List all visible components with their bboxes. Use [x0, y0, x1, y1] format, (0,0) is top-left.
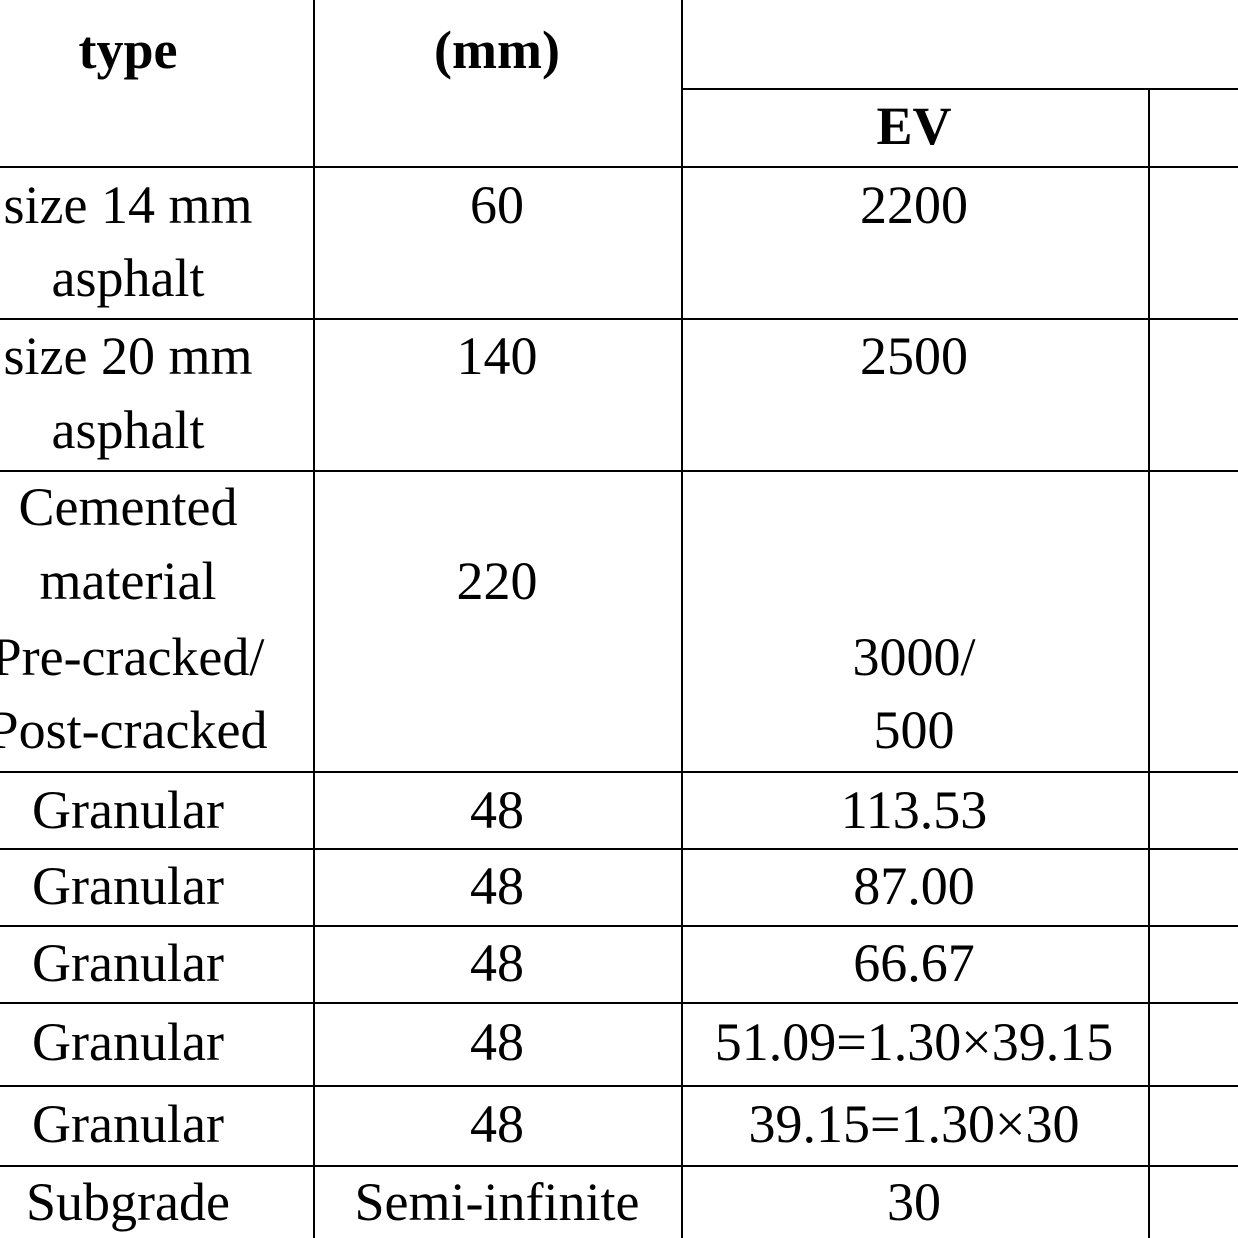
cell-layer-type: Post-cracked [0, 700, 268, 760]
row-divider [0, 470, 1238, 472]
cell-layer-type: material [39, 551, 217, 611]
cell-layer-type: asphalt [51, 400, 205, 460]
row-divider [0, 1085, 1238, 1087]
cell-layer-type: size 20 mm [3, 326, 253, 386]
cell-layer-type: Pre-cracked/ [0, 627, 265, 687]
row-divider [0, 1165, 1238, 1167]
column-divider [681, 0, 683, 1238]
column-divider [313, 0, 315, 1238]
cell-layer-type: asphalt [51, 248, 205, 308]
row-divider [0, 166, 1238, 168]
cell-layer-type: Subgrade [26, 1172, 230, 1232]
cell-ev: 500 [873, 700, 955, 760]
column-divider [1148, 89, 1150, 1238]
header-divider [681, 88, 1238, 90]
row-divider [0, 771, 1238, 773]
cell-ev: 2200 [860, 175, 968, 235]
cell-layer-type: size 14 mm [3, 175, 253, 235]
cell-layer-type: Granular [32, 933, 224, 993]
cell-thickness: 48 [470, 780, 524, 840]
cell-ev: 3000/ [852, 627, 976, 687]
cell-ev: 51.09=1.30×39.15 [714, 1012, 1114, 1072]
header-ev: EV [876, 96, 952, 156]
header-thickness: (mm) [434, 20, 560, 80]
cell-thickness: 48 [470, 1094, 524, 1154]
header-type: type [78, 20, 178, 80]
cell-layer-type: Cemented [18, 477, 238, 537]
row-divider [0, 925, 1238, 927]
cell-thickness: 48 [470, 1012, 524, 1072]
cell-layer-type: Granular [32, 1094, 224, 1154]
row-divider [0, 318, 1238, 320]
cell-thickness: 48 [470, 933, 524, 993]
cell-thickness: 220 [456, 551, 538, 611]
cell-layer-type: Granular [32, 856, 224, 916]
row-divider [0, 1002, 1238, 1004]
cell-ev: 30 [887, 1172, 941, 1232]
cell-ev: 113.53 [840, 780, 988, 840]
row-divider [0, 848, 1238, 850]
cell-ev: 39.15=1.30×30 [748, 1094, 1080, 1154]
cell-thickness: 48 [470, 856, 524, 916]
cell-thickness: 60 [470, 175, 524, 235]
cell-thickness: 140 [456, 326, 538, 386]
cell-ev: 2500 [860, 326, 968, 386]
cell-ev: 66.67 [853, 933, 975, 993]
cell-layer-type: Granular [32, 1012, 224, 1072]
cell-thickness: Semi-infinite [354, 1172, 640, 1232]
cell-layer-type: Granular [32, 780, 224, 840]
cell-ev: 87.00 [853, 856, 975, 916]
